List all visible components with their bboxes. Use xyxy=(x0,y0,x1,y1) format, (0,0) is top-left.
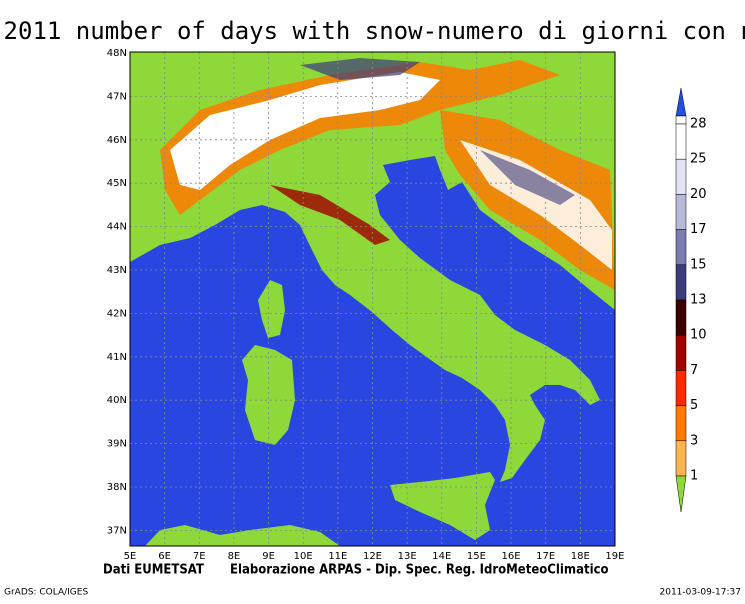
lon-label: 6E xyxy=(158,551,171,562)
snow-area xyxy=(480,150,575,205)
lat-label: 39N xyxy=(107,439,127,450)
lat-label: 43N xyxy=(107,265,127,276)
lat-label: 48N xyxy=(107,48,127,59)
legend-box xyxy=(675,299,687,336)
timestamp: 2011-03-09-17:37 xyxy=(660,588,742,598)
legend-box xyxy=(675,405,687,442)
source: Dati EUMETSAT xyxy=(103,563,204,578)
credit: Elaborazione ARPAS - Dip. Spec. Reg. Idr… xyxy=(230,563,609,578)
legend-label: 10 xyxy=(690,328,707,343)
lon-label: 17E xyxy=(536,551,555,562)
title: FEB 2011 number of days with snow-numero… xyxy=(0,17,745,45)
legend-box xyxy=(675,194,687,230)
legend-box xyxy=(675,115,687,125)
legend-over xyxy=(675,87,687,117)
legend-box xyxy=(675,123,687,160)
snow-area xyxy=(270,185,390,245)
map xyxy=(129,51,616,547)
lon-label: 15E xyxy=(467,551,486,562)
software: GrADS: COLA/IGES xyxy=(4,588,88,598)
legend-box xyxy=(675,158,687,195)
lat-label: 41N xyxy=(107,352,127,363)
snow-area xyxy=(170,72,440,190)
legend-label: 25 xyxy=(690,152,707,167)
lon-label: 8E xyxy=(228,551,241,562)
legend-label: 3 xyxy=(690,433,698,448)
legend-box xyxy=(675,264,687,301)
lon-label: 14E xyxy=(432,551,451,562)
lon-label: 7E xyxy=(193,551,206,562)
legend-label: 1 xyxy=(690,469,698,484)
legend-label: 28 xyxy=(690,117,707,132)
lon-label: 11E xyxy=(328,551,347,562)
lat-label: 37N xyxy=(107,525,127,536)
lon-label: 5E xyxy=(124,551,137,562)
snow-area xyxy=(300,58,420,80)
sea xyxy=(130,156,615,546)
lat-label: 46N xyxy=(107,135,127,146)
legend-box xyxy=(675,334,687,371)
corsica xyxy=(258,280,285,338)
lon-label: 9E xyxy=(262,551,275,562)
lon-label: 12E xyxy=(363,551,382,562)
legend-box xyxy=(675,229,687,266)
lat-label: 47N xyxy=(107,91,127,102)
legend-label: 5 xyxy=(690,398,698,413)
lat-label: 38N xyxy=(107,482,127,493)
sicily xyxy=(390,472,495,540)
sardinia xyxy=(242,345,295,445)
lon-label: 16E xyxy=(502,551,521,562)
snow-area xyxy=(460,140,612,270)
legend-label: 7 xyxy=(690,363,698,378)
snow-area xyxy=(160,60,560,215)
legend-under xyxy=(675,475,687,513)
legend-label: 20 xyxy=(690,187,707,202)
legend-label: 15 xyxy=(690,257,707,272)
legend-label: 17 xyxy=(690,222,707,237)
lon-label: 10E xyxy=(294,551,313,562)
lon-label: 18E xyxy=(571,551,590,562)
lon-label: 13E xyxy=(398,551,417,562)
lat-label: 44N xyxy=(107,222,127,233)
legend-label: 13 xyxy=(690,293,707,308)
graticule xyxy=(130,52,615,546)
lat-label: 40N xyxy=(107,395,127,406)
lon-label: 19E xyxy=(605,551,624,562)
lat-label: 45N xyxy=(107,178,127,189)
lat-label: 42N xyxy=(107,308,127,319)
legend-box xyxy=(675,370,687,406)
legend-box xyxy=(675,440,687,477)
map-frame xyxy=(129,51,616,547)
